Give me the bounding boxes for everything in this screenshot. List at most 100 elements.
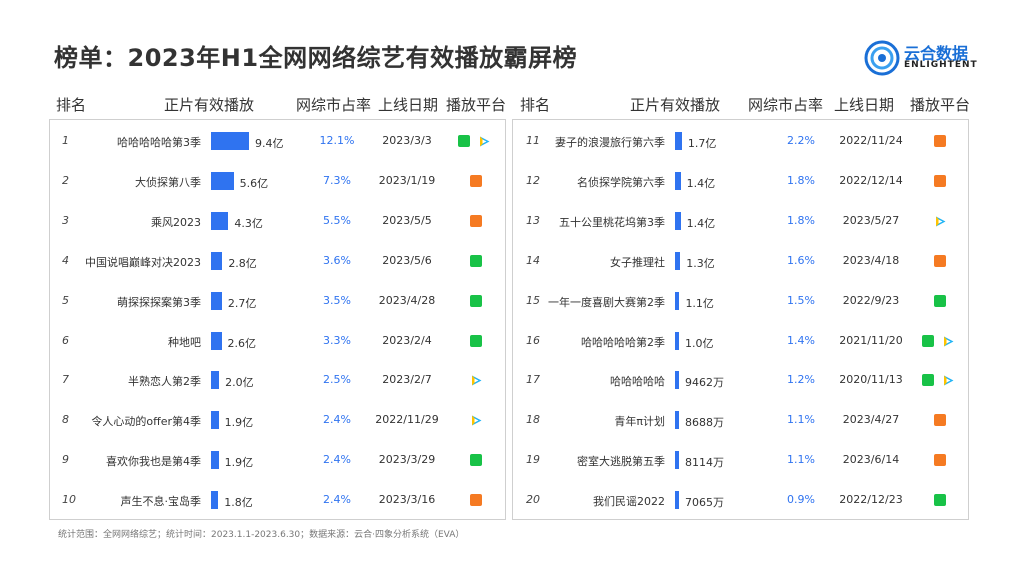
iqiyi-icon [934, 294, 946, 307]
show-name: 声生不息·宝岛季 [120, 495, 202, 509]
views-value: 2.0亿 [225, 376, 254, 390]
views-bar [675, 451, 679, 470]
views-bar [675, 411, 679, 430]
page-title: 榜单：2023年H1全网网络综艺有效播放霸屏榜 [54, 44, 578, 72]
release-date: 2023/5/6 [382, 253, 432, 267]
mgtv-icon [934, 135, 946, 147]
views-value: 1.9亿 [224, 416, 254, 430]
show-name: 妻子的浪漫旅行第六季 [555, 136, 665, 149]
rank-number: 20 [526, 493, 540, 507]
views-value: 8114万 [685, 456, 724, 470]
mgtv-icon [934, 454, 946, 467]
show-name: 乘风2023 [151, 215, 201, 229]
market-share: 1.5% [787, 293, 815, 307]
views-value: 1.4亿 [686, 176, 716, 190]
market-share: 12.1% [319, 134, 355, 147]
release-date: 2023/4/18 [842, 253, 900, 267]
header-share-left: 网综市占率 [296, 96, 372, 114]
market-share: 5.5% [323, 213, 351, 227]
release-date: 2022/11/24 [839, 134, 903, 147]
show-name: 五十公里桃花坞第3季 [559, 215, 665, 229]
views-value: 1.4亿 [686, 216, 716, 230]
show-name: 哈哈哈哈哈第2季 [581, 335, 665, 349]
views-value: 5.6亿 [239, 176, 269, 190]
rank-number: 4 [62, 253, 69, 267]
views-bar [211, 371, 220, 390]
market-share: 1.1% [787, 453, 815, 467]
rank-number: 11 [526, 134, 540, 147]
footer-note: 统计范围：全网网络综艺；统计时间：2023.1.1-2023.6.30；数据来源… [58, 530, 465, 540]
release-date: 2022/12/23 [839, 493, 903, 507]
release-date: 2022/11/29 [375, 413, 439, 427]
release-date: 2021/11/20 [839, 333, 903, 347]
rank-number: 7 [62, 373, 69, 387]
views-bar [675, 371, 679, 390]
rank-number: 17 [526, 373, 540, 387]
rank-number: 9 [62, 453, 69, 467]
release-date: 2023/4/28 [378, 293, 436, 307]
ranking-panel-left [49, 119, 506, 520]
market-share: 1.2% [787, 373, 815, 387]
logo-icon [864, 40, 900, 76]
release-date: 2023/3/3 [382, 134, 432, 147]
mgtv-icon [934, 414, 946, 427]
logo-subtext: ENLIGHTENT [904, 60, 978, 70]
rank-number: 6 [62, 333, 69, 347]
tencent-video-icon [942, 374, 954, 387]
rank-number: 8 [62, 413, 69, 427]
views-bar [211, 491, 219, 510]
show-name: 密室大逃脱第五季 [577, 455, 665, 469]
views-bar [675, 331, 680, 350]
views-bar [211, 291, 222, 310]
market-share: 0.9% [787, 493, 815, 507]
release-date: 2023/5/5 [382, 213, 432, 227]
views-value: 2.8亿 [228, 256, 257, 270]
rank-number: 16 [526, 333, 540, 347]
header-share-right: 网综市占率 [748, 96, 824, 114]
release-date: 2023/3/29 [378, 453, 436, 467]
header-date-left: 上线日期 [378, 96, 439, 114]
mgtv-icon [470, 174, 482, 187]
tencent-video-icon [942, 334, 954, 347]
rank-number: 19 [526, 453, 540, 467]
show-name: 令人心动的offer第4季 [91, 415, 201, 429]
release-date: 2023/1/19 [378, 173, 436, 187]
views-value: 2.6亿 [227, 336, 257, 350]
market-share: 1.4% [787, 333, 815, 347]
views-bar [211, 211, 229, 230]
rank-number: 14 [526, 253, 540, 267]
ranking-panel-right [512, 119, 969, 520]
header-platform-left: 播放平台 [446, 96, 507, 114]
show-name: 哈哈哈哈哈第3季 [117, 136, 201, 149]
market-share: 2.4% [323, 413, 351, 427]
header-rank-right: 排名 [520, 96, 551, 114]
market-share: 3.3% [323, 333, 351, 347]
show-name: 中国说唱巅峰对决2023 [85, 255, 201, 269]
market-share: 3.5% [323, 293, 351, 307]
rank-number: 18 [526, 413, 540, 427]
release-date: 2023/6/14 [842, 453, 900, 467]
views-bar [675, 132, 682, 150]
views-value: 2.7亿 [227, 296, 257, 310]
views-value: 1.3亿 [686, 256, 715, 270]
rank-number: 2 [62, 173, 69, 187]
tencent-video-icon [470, 374, 482, 387]
rank-number: 5 [62, 293, 69, 307]
market-share: 2.2% [787, 134, 815, 147]
mgtv-icon [470, 214, 482, 227]
release-date: 2022/12/14 [839, 173, 903, 187]
show-name: 青年π计划 [614, 415, 665, 429]
header-views-left: 正片有效播放 [164, 96, 255, 114]
header-views-right: 正片有效播放 [630, 96, 721, 114]
tencent-video-icon [934, 214, 946, 227]
views-value: 9462万 [685, 376, 724, 390]
tencent-video-icon [470, 414, 482, 427]
iqiyi-icon [934, 494, 946, 507]
release-date: 2022/9/23 [842, 293, 900, 307]
market-share: 2.4% [323, 453, 351, 467]
rank-number: 3 [62, 213, 69, 227]
release-date: 2023/2/4 [382, 333, 432, 347]
release-date: 2020/11/13 [839, 373, 903, 387]
iqiyi-icon [470, 254, 482, 267]
show-name: 半熟恋人第2季 [128, 375, 201, 389]
